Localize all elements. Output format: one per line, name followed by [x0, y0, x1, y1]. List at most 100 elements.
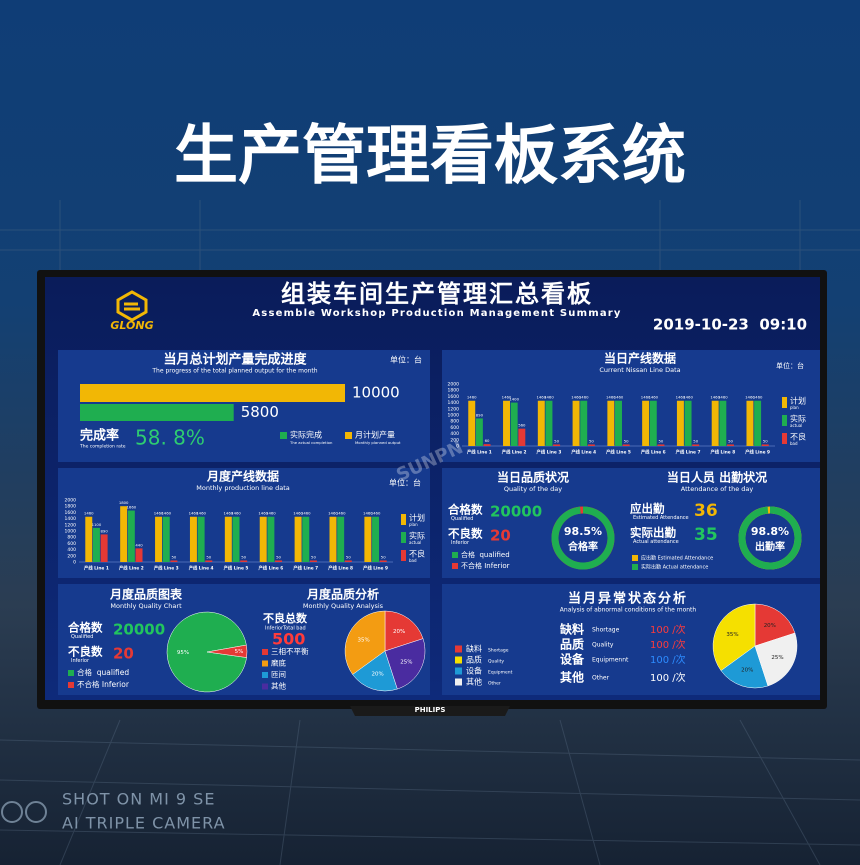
bar-label: 440 — [135, 542, 143, 547]
bar — [657, 444, 665, 446]
legend-label: 其他 — [466, 677, 482, 687]
bar — [727, 444, 734, 446]
x-tick-label: 产线 Line 9 — [745, 449, 770, 456]
logo-mark — [116, 290, 148, 322]
panel-title: 当月异常状态分析 — [568, 591, 688, 607]
item-label-en: Qualified — [451, 516, 473, 522]
bar-label: 1460 — [502, 395, 512, 400]
bar — [518, 428, 526, 446]
bar-label: 50 — [728, 438, 733, 443]
bar-label: 1460 — [336, 511, 346, 516]
bar — [344, 560, 352, 562]
total-label-en: InferiorTotal bad — [265, 626, 306, 632]
donut-arc — [738, 506, 802, 570]
bar-label: 1460 — [641, 395, 651, 400]
legend-label: 实际完成 — [290, 430, 322, 440]
legend-label: 三相不平衡 — [271, 646, 309, 656]
y-tick-label: 1600 — [65, 510, 77, 516]
bar — [746, 400, 754, 446]
panel-title: 当月总计划产量完成进度 — [163, 352, 307, 368]
item-value: 20 — [113, 645, 134, 663]
item-label-en: Inferior — [451, 540, 470, 546]
tv-stand — [350, 706, 510, 716]
bar-label: 1460 — [258, 511, 268, 516]
bar-label: 10000 — [352, 384, 400, 402]
datetime: 2019-10-23 09:10 — [653, 316, 807, 334]
unit: 单位：台 — [389, 478, 421, 488]
legend-label: 不良 — [409, 549, 425, 559]
x-tick-label: 产线 Line 7 — [293, 565, 318, 572]
bar — [170, 560, 178, 562]
slice-label: 35% — [726, 632, 738, 638]
slice-label: 20% — [764, 623, 776, 629]
bar — [553, 444, 561, 446]
legend-swatch — [455, 678, 462, 686]
donut-value: 98.8% — [751, 525, 789, 538]
bar — [580, 400, 588, 446]
y-tick-label: 1200 — [65, 522, 77, 528]
bar-label: 1460 — [154, 511, 164, 516]
page-title: 生产管理看板系统 — [174, 120, 686, 194]
bar — [676, 400, 684, 446]
panel-subtitle: Analysis of abnormal conditions of the m… — [560, 607, 697, 614]
legend-swatch — [782, 433, 787, 444]
slice-label: 95% — [177, 650, 189, 656]
pie-slice — [754, 603, 796, 647]
panel-title: 当日品质状况 — [497, 470, 569, 485]
y-tick-label: 1000 — [65, 529, 77, 535]
bar-label: 1460 — [614, 395, 624, 400]
legend-swatch — [452, 563, 458, 569]
bar-label: 1460 — [161, 511, 171, 516]
y-tick-label: 600 — [67, 541, 76, 547]
donut-center-label: 出勤率 — [755, 540, 785, 553]
panel-subtitle: Quality of the day — [504, 485, 562, 493]
legend-label: 缺料 — [466, 644, 482, 654]
caption: SHOT ON MI 9 SE — [62, 790, 215, 809]
bar-label: 1460 — [223, 511, 233, 516]
bar-label: 1460 — [84, 511, 94, 516]
bar-label: 1460 — [676, 395, 686, 400]
bar-label: 1460 — [467, 395, 477, 400]
bar-label: 60 — [485, 438, 490, 443]
bar-label: 1460 — [536, 395, 546, 400]
legend-label: 其他 — [271, 681, 286, 691]
y-tick-label: 200 — [67, 553, 76, 559]
bar — [468, 400, 476, 446]
bar-label: 50 — [346, 554, 351, 559]
x-tick-label: 产线 Line 8 — [710, 449, 735, 456]
pie-slice — [720, 645, 769, 689]
camera-mark — [1, 801, 47, 823]
bar-label: 1460 — [189, 511, 199, 516]
row-label: 品质 — [560, 637, 584, 652]
bar-label: 1460 — [753, 395, 763, 400]
item-label: 合格数 — [68, 621, 103, 635]
bar-label: 50 — [381, 554, 386, 559]
bar-label: 1660 — [126, 505, 136, 510]
legend-label-en: Shortage — [488, 648, 509, 654]
legend-swatch — [782, 415, 787, 426]
bar-label: 5800 — [241, 403, 279, 421]
bar-label: 1460 — [371, 511, 381, 516]
y-tick-label: 400 — [67, 547, 76, 553]
row-label-en: Other — [592, 675, 610, 682]
legend-swatch — [632, 564, 638, 570]
legend-swatch — [401, 514, 406, 525]
factory-decor — [0, 200, 860, 865]
legend-label: 月计划产量 — [355, 430, 395, 440]
item-value: 36 — [694, 501, 718, 521]
bar-label: 1460 — [579, 395, 589, 400]
row-label-en: Shortage — [592, 627, 620, 634]
legend-label-en: bad — [409, 558, 417, 563]
legend-label-en: plan — [409, 522, 418, 527]
bar-label: 50 — [624, 438, 629, 443]
bar — [510, 402, 518, 446]
bar-label: 1460 — [648, 395, 658, 400]
item-label-en: Estimated Attendance — [633, 515, 689, 521]
panel-title: 月度品质图表 — [109, 587, 183, 602]
bar-label: 890 — [100, 528, 108, 533]
x-tick-label: 产线 Line 3 — [154, 565, 179, 572]
legend-swatch — [782, 397, 787, 408]
panel-subtitle: Monthly Quality Analysis — [303, 602, 384, 610]
bar-label: 1460 — [718, 395, 728, 400]
logo-text: GLONG — [110, 319, 153, 332]
